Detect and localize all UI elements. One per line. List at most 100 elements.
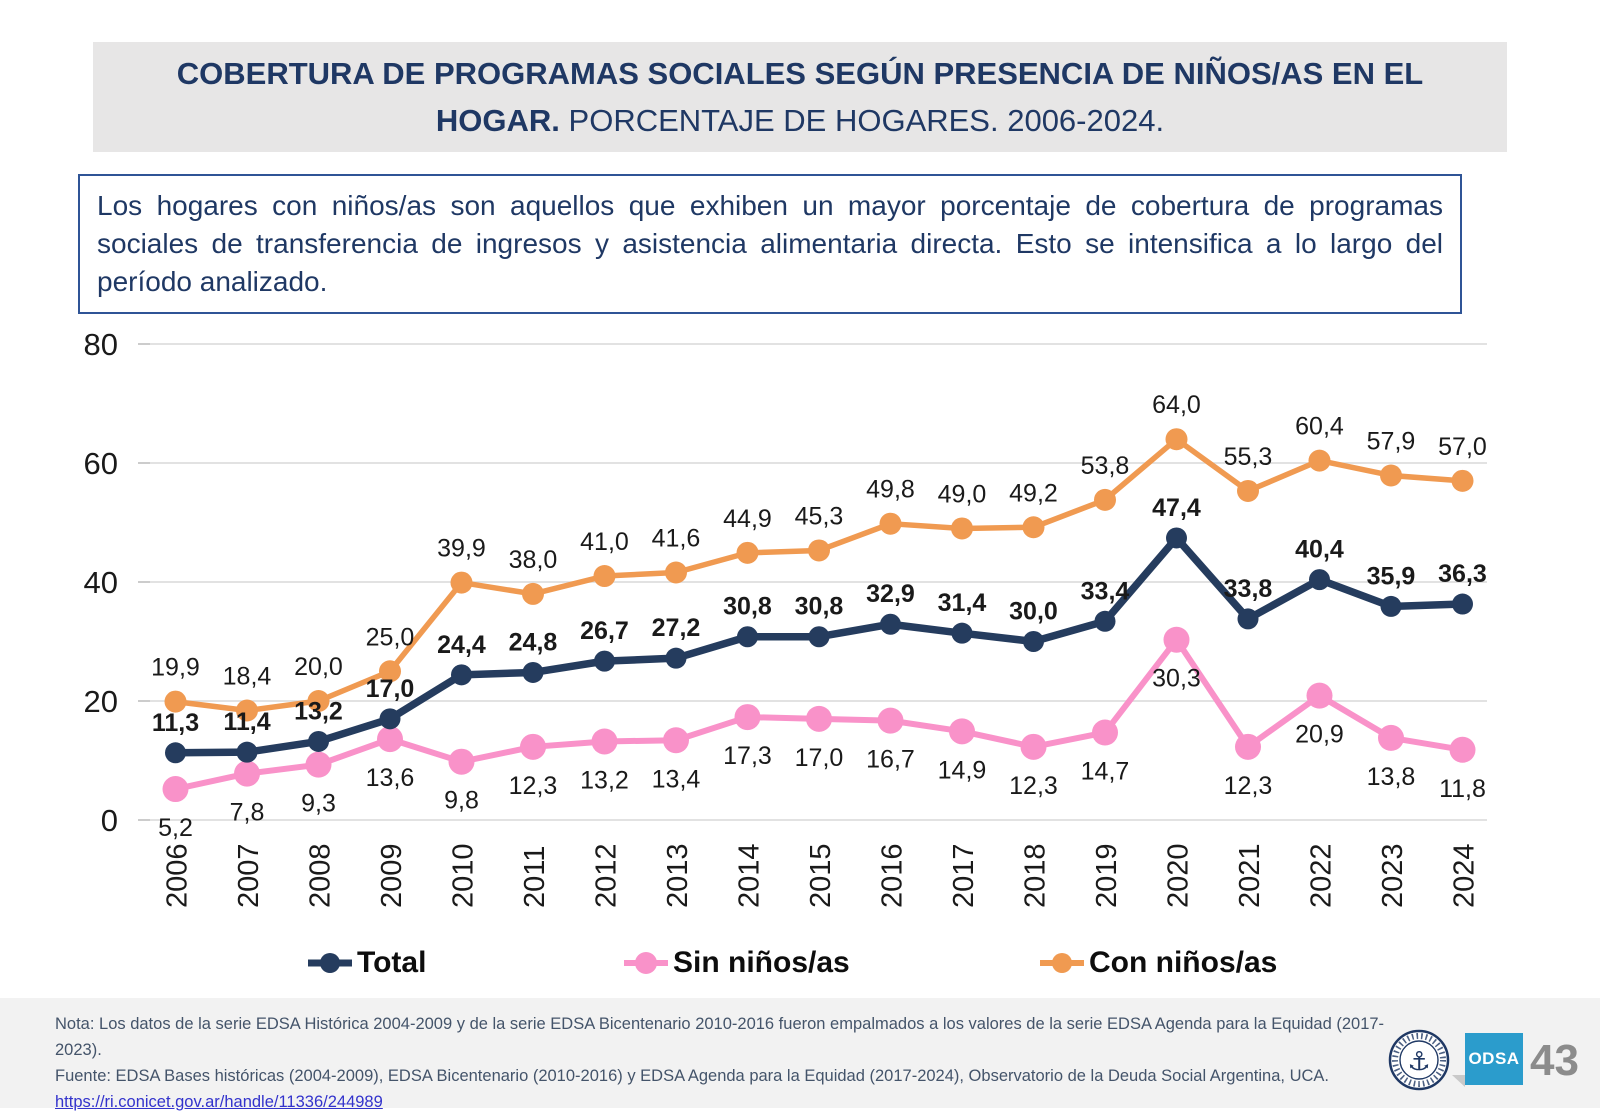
svg-text:41,0: 41,0 — [580, 528, 629, 556]
svg-text:53,8: 53,8 — [1081, 452, 1130, 480]
svg-text:38,0: 38,0 — [509, 546, 558, 574]
svg-text:35,9: 35,9 — [1367, 562, 1416, 590]
svg-text:2015: 2015 — [805, 843, 837, 908]
svg-text:55,3: 55,3 — [1224, 443, 1273, 471]
svg-text:30,8: 30,8 — [723, 593, 772, 621]
svg-text:49,0: 49,0 — [938, 480, 987, 508]
legend-item-con-ninos: Con niños/as — [1038, 944, 1277, 982]
svg-text:13,6: 13,6 — [366, 764, 415, 792]
svg-text:12,3: 12,3 — [1009, 772, 1058, 800]
svg-text:14,9: 14,9 — [938, 756, 987, 784]
svg-text:40: 40 — [84, 565, 118, 600]
svg-text:44,9: 44,9 — [723, 505, 772, 533]
svg-text:17,3: 17,3 — [723, 742, 772, 770]
svg-text:7,8: 7,8 — [230, 799, 265, 827]
svg-text:13,2: 13,2 — [294, 697, 343, 725]
footer-text: Nota: Los datos de la serie EDSA Históri… — [55, 1011, 1385, 1115]
svg-text:2011: 2011 — [519, 846, 551, 908]
legend-marker-con-ninos-icon — [1040, 953, 1084, 973]
svg-text:2014: 2014 — [734, 843, 766, 908]
svg-text:39,9: 39,9 — [437, 535, 486, 563]
svg-text:25,0: 25,0 — [366, 623, 415, 651]
footer-source: Fuente: EDSA Bases históricas (2004-2009… — [55, 1067, 1330, 1085]
svg-text:11,8: 11,8 — [1439, 775, 1486, 803]
svg-text:12,3: 12,3 — [1224, 772, 1273, 800]
svg-text:57,0: 57,0 — [1438, 433, 1487, 461]
svg-text:16,7: 16,7 — [866, 746, 915, 774]
svg-text:40,4: 40,4 — [1295, 536, 1344, 564]
svg-text:2022: 2022 — [1306, 843, 1338, 908]
svg-text:11,4: 11,4 — [223, 708, 270, 736]
svg-text:20,0: 20,0 — [294, 653, 343, 681]
svg-text:13,2: 13,2 — [580, 766, 629, 794]
svg-text:2006: 2006 — [162, 843, 194, 908]
page-title: COBERTURA DE PROGRAMAS SOCIALES SEGÚN PR… — [127, 50, 1473, 144]
legend-label-sin-ninos: Sin niños/as — [673, 946, 850, 979]
svg-text:14,7: 14,7 — [1081, 758, 1130, 786]
svg-text:27,2: 27,2 — [652, 614, 701, 642]
odsa-logo: ODSA — [1465, 1033, 1523, 1085]
legend-marker-total-icon — [308, 953, 352, 973]
footer: Nota: Los datos de la serie EDSA Históri… — [0, 998, 1600, 1111]
svg-text:31,4: 31,4 — [938, 589, 987, 617]
svg-text:2020: 2020 — [1163, 843, 1195, 908]
svg-text:⚓: ⚓ — [1407, 1047, 1430, 1077]
svg-text:36,3: 36,3 — [1438, 560, 1487, 588]
svg-text:30,0: 30,0 — [1009, 598, 1058, 626]
svg-text:33,4: 33,4 — [1081, 577, 1130, 605]
svg-text:60: 60 — [84, 446, 118, 481]
svg-text:12,3: 12,3 — [509, 772, 558, 800]
legend-item-total: Total — [306, 944, 426, 982]
svg-text:9,3: 9,3 — [301, 790, 336, 818]
summary-text: Los hogares con niños/as son aquellos qu… — [97, 190, 1443, 297]
odsa-logo-label: ODSA — [1468, 1049, 1520, 1068]
footer-note: Nota: Los datos de la serie EDSA Históri… — [55, 1015, 1385, 1059]
legend-marker-sin-ninos-icon — [624, 952, 668, 974]
svg-text:2013: 2013 — [662, 843, 694, 908]
svg-text:60,4: 60,4 — [1295, 413, 1344, 441]
svg-text:26,7: 26,7 — [580, 617, 629, 645]
svg-text:2008: 2008 — [305, 843, 337, 908]
svg-text:20: 20 — [84, 684, 118, 719]
svg-text:2024: 2024 — [1449, 843, 1481, 908]
svg-text:47,4: 47,4 — [1152, 494, 1201, 522]
svg-text:2019: 2019 — [1091, 843, 1123, 908]
title-banner: COBERTURA DE PROGRAMAS SOCIALES SEGÚN PR… — [93, 42, 1507, 152]
svg-text:18,4: 18,4 — [223, 663, 272, 691]
svg-text:13,8: 13,8 — [1367, 763, 1416, 791]
svg-text:30,8: 30,8 — [795, 593, 844, 621]
svg-text:41,6: 41,6 — [652, 524, 701, 552]
svg-text:17,0: 17,0 — [366, 675, 415, 703]
legend-label-con-ninos: Con niños/as — [1089, 946, 1278, 979]
svg-text:57,9: 57,9 — [1367, 427, 1416, 455]
svg-text:80: 80 — [84, 327, 118, 362]
svg-text:2010: 2010 — [448, 843, 480, 908]
svg-text:19,9: 19,9 — [151, 654, 200, 682]
page-title-subtitle: PORCENTAJE DE HOGARES. 2006-2024. — [568, 103, 1165, 138]
svg-text:0: 0 — [101, 803, 118, 838]
svg-text:2007: 2007 — [233, 843, 265, 908]
svg-text:2012: 2012 — [591, 843, 623, 908]
legend-item-sin-ninos: Sin niños/as — [622, 944, 850, 982]
svg-text:2017: 2017 — [948, 843, 980, 908]
svg-text:11,3: 11,3 — [152, 709, 199, 737]
svg-text:49,2: 49,2 — [1009, 479, 1058, 507]
svg-text:33,8: 33,8 — [1224, 575, 1273, 603]
summary-box: Los hogares con niños/as son aquellos qu… — [78, 174, 1462, 314]
svg-text:32,9: 32,9 — [866, 580, 915, 608]
svg-text:49,8: 49,8 — [866, 476, 915, 504]
footer-link[interactable]: https://ri.conicet.gov.ar/handle/11336/2… — [55, 1093, 383, 1111]
svg-text:45,3: 45,3 — [795, 502, 844, 530]
svg-text:24,8: 24,8 — [509, 628, 558, 656]
svg-text:20,9: 20,9 — [1295, 721, 1344, 749]
svg-text:2021: 2021 — [1234, 843, 1266, 908]
svg-text:2016: 2016 — [877, 843, 909, 908]
svg-text:17,0: 17,0 — [795, 744, 844, 772]
svg-text:64,0: 64,0 — [1152, 391, 1201, 419]
svg-text:24,4: 24,4 — [437, 631, 486, 659]
svg-text:2009: 2009 — [376, 843, 408, 908]
legend-label-total: Total — [357, 946, 427, 979]
svg-text:13,4: 13,4 — [652, 765, 701, 793]
